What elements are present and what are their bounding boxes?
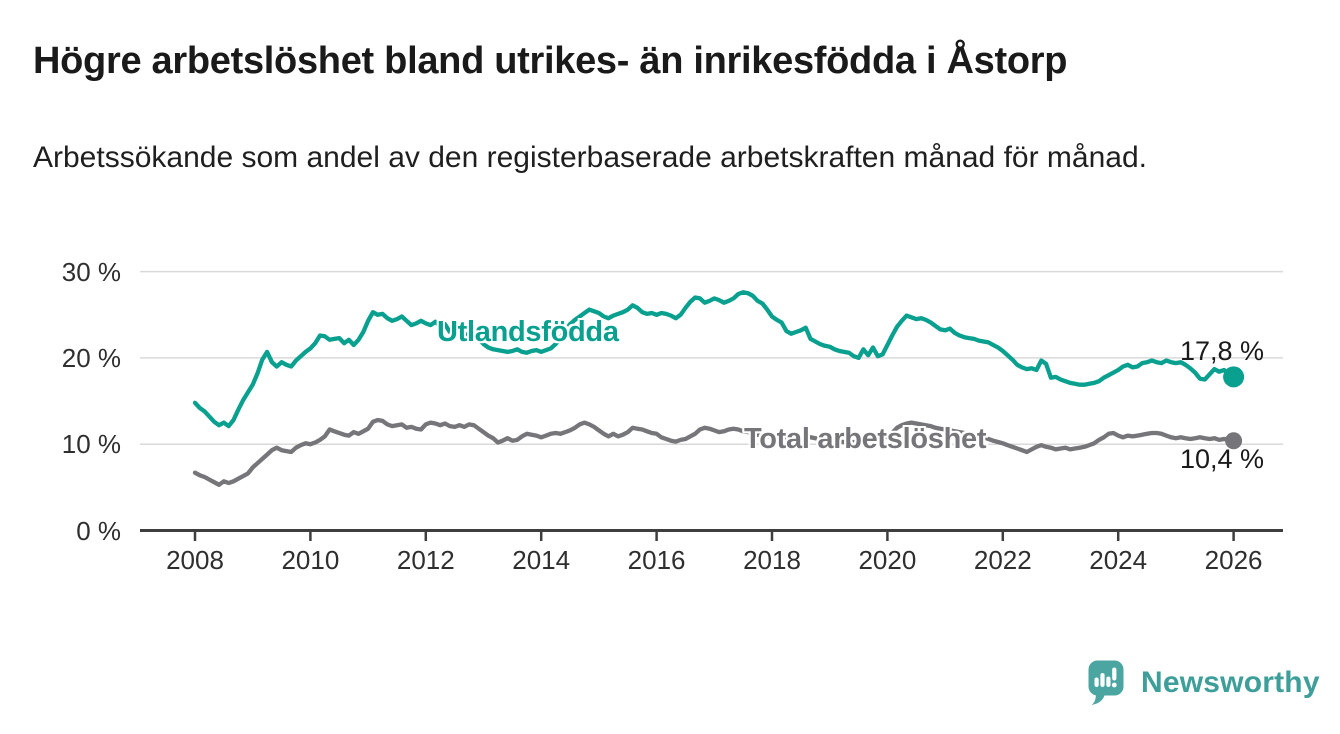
- x-axis-label: 2024: [1089, 545, 1148, 575]
- x-axis-label: 2026: [1204, 545, 1263, 575]
- x-axis-label: 2008: [166, 545, 224, 575]
- newsworthy-logo: Newsworthy: [1087, 659, 1320, 706]
- y-axis-label: 20 %: [61, 342, 121, 373]
- end-value-total-arbetsloshet: 10,4 %: [1179, 444, 1264, 474]
- series-label-total-arbetsloshet: Total arbetslöshet: [744, 423, 987, 455]
- end-value-utlandsfodda: 17,8 %: [1179, 336, 1264, 366]
- newsworthy-speech-bubble-icon: [1088, 660, 1124, 705]
- x-axis-label: 2010: [281, 545, 340, 575]
- y-axis-label: 0 %: [76, 515, 121, 546]
- series-end-dot-total-arbetsloshet: [1225, 432, 1243, 450]
- series-label-utlandsfodda: Utlandsfödda: [437, 316, 619, 348]
- chart-subtitle: Arbetssökande som andel av den registerb…: [33, 141, 1147, 174]
- x-axis-label: 2012: [396, 545, 455, 575]
- series-line-total-arbetsloshet: [192, 417, 1236, 487]
- series-end-dot-utlandsfodda: [1223, 366, 1245, 388]
- page-title: Högre arbetslöshet bland utrikes- än inr…: [33, 40, 1068, 82]
- x-axis-label: 2018: [743, 545, 801, 575]
- x-axis-label: 2016: [627, 545, 686, 575]
- x-axis-label: 2014: [512, 545, 571, 575]
- x-axis-label: 2022: [973, 545, 1032, 575]
- y-axis-label: 10 %: [61, 429, 121, 460]
- newsworthy-wordmark: Newsworthy: [1141, 665, 1320, 699]
- series-line-utlandsfodda: [192, 290, 1236, 429]
- y-axis-label: 30 %: [61, 256, 121, 287]
- x-axis-label: 2020: [858, 545, 917, 575]
